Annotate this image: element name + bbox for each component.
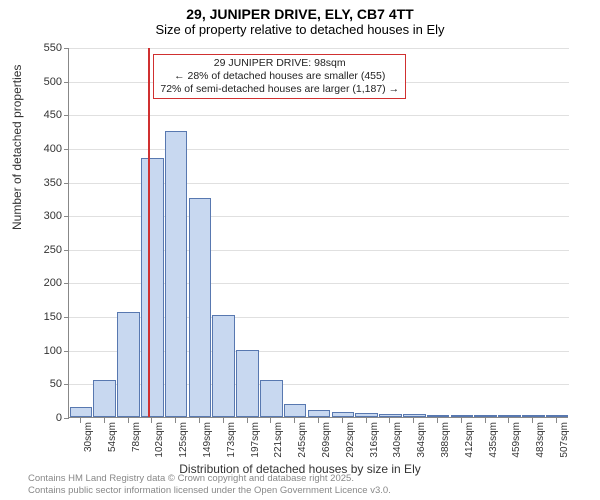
xtick-mark [247,418,248,423]
histogram-bar [498,415,521,417]
ytick-mark [64,48,69,49]
xtick-mark [104,418,105,423]
xtick-mark [389,418,390,423]
xtick-mark [199,418,200,423]
gridline [69,149,569,150]
xtick-mark [294,418,295,423]
histogram-bar [522,415,545,417]
histogram-bar [212,315,235,417]
ytick-mark [64,384,69,385]
histogram-bar [70,407,93,417]
histogram-bar [474,415,497,417]
histogram-plot [68,48,568,418]
histogram-bar [165,131,188,417]
xtick-mark [485,418,486,423]
ytick-label: 100 [22,345,62,357]
histogram-bar [451,415,474,417]
ytick-mark [64,183,69,184]
xtick-mark [270,418,271,423]
histogram-bar [141,158,164,417]
annot-line1: 29 JUNIPER DRIVE: 98sqm [160,57,399,70]
ytick-label: 350 [22,177,62,189]
gridline [69,115,569,116]
xtick-mark [508,418,509,423]
page-title-1: 29, JUNIPER DRIVE, ELY, CB7 4TT [0,0,600,22]
xtick-mark [151,418,152,423]
footer-copyright-1: Contains HM Land Registry data © Crown c… [28,473,354,484]
histogram-bar [332,412,355,417]
ytick-label: 450 [22,109,62,121]
gridline [69,48,569,49]
annot-line2: ← 28% of detached houses are smaller (45… [160,70,399,83]
xtick-mark [80,418,81,423]
xtick-mark [128,418,129,423]
footer-copyright-2: Contains public sector information licen… [28,485,391,496]
ytick-label: 150 [22,311,62,323]
ytick-label: 300 [22,210,62,222]
histogram-bar [546,415,569,417]
xtick-mark [413,418,414,423]
xtick-mark [461,418,462,423]
ytick-mark [64,82,69,83]
histogram-bar [236,350,259,417]
xtick-mark [437,418,438,423]
histogram-bar [117,312,140,417]
xtick-mark [175,418,176,423]
histogram-bar [284,404,307,417]
ytick-mark [64,250,69,251]
reference-annotation: 29 JUNIPER DRIVE: 98sqm ← 28% of detache… [153,54,406,99]
ytick-mark [64,115,69,116]
ytick-label: 0 [22,412,62,424]
reference-line [148,48,150,417]
histogram-bar [355,413,378,417]
ytick-label: 550 [22,42,62,54]
xtick-mark [318,418,319,423]
ytick-mark [64,351,69,352]
ytick-label: 250 [22,244,62,256]
ytick-mark [64,418,69,419]
xtick-mark [556,418,557,423]
xtick-mark [366,418,367,423]
chart-area: 29 JUNIPER DRIVE: 98sqm ← 28% of detache… [68,48,568,418]
ytick-label: 500 [22,76,62,88]
histogram-bar [427,415,450,417]
ytick-label: 50 [22,378,62,390]
page-title-2: Size of property relative to detached ho… [0,22,600,41]
histogram-bar [403,414,426,417]
ytick-mark [64,149,69,150]
histogram-bar [379,414,402,417]
ytick-label: 400 [22,143,62,155]
ytick-mark [64,317,69,318]
histogram-bar [189,198,212,417]
xtick-mark [223,418,224,423]
xtick-mark [532,418,533,423]
ytick-mark [64,216,69,217]
histogram-bar [93,380,116,417]
ytick-label: 200 [22,277,62,289]
histogram-bar [308,410,331,417]
xtick-mark [342,418,343,423]
annot-line3: 72% of semi-detached houses are larger (… [160,83,399,96]
ytick-mark [64,283,69,284]
histogram-bar [260,380,283,417]
